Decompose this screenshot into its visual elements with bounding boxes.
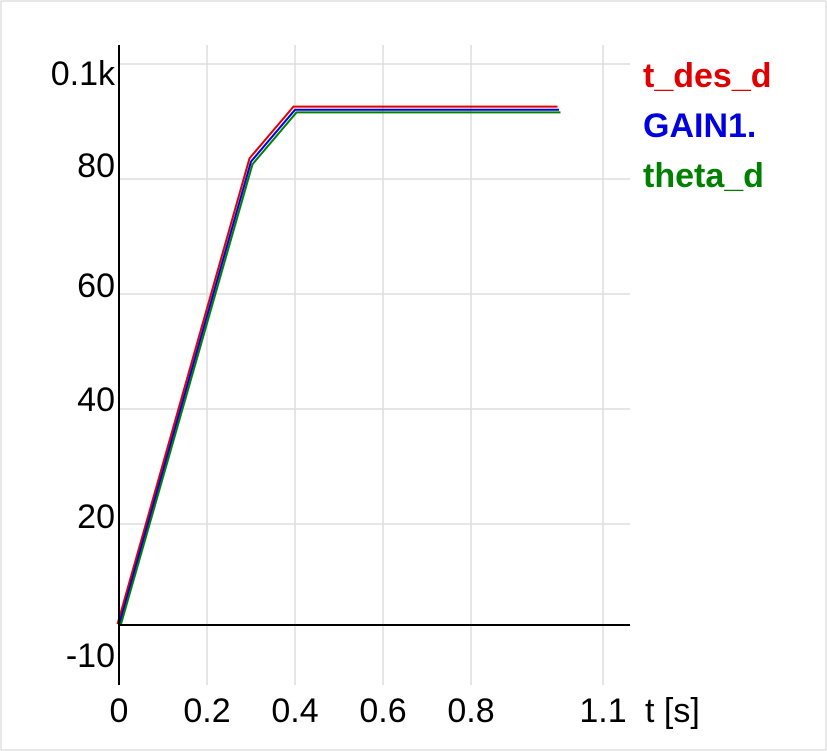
x-tick-label: 0.4 [271,692,318,730]
x-tick-label: 0.6 [359,692,406,730]
y-tick-label: 40 [77,381,115,419]
legend: t_des_d GAIN1. theta_d [643,57,772,195]
legend-entry-1: GAIN1. [643,107,756,145]
x-tick-label: 1.1 [579,692,626,730]
x-axis-label: t [s] [645,692,700,730]
y-tick-label: 80 [77,147,115,185]
series-line-0 [116,105,558,625]
x-tick-label: 0.8 [447,692,494,730]
x-tick-label: 0.2 [183,692,230,730]
y-tick-label: -10 [66,637,115,675]
legend-entry-0: t_des_d [643,57,772,95]
y-tick-labels: 0.1k 80 60 40 20 -10 [51,55,116,675]
x-tick-labels: 0 0.2 0.4 0.6 0.8 1.1 [110,692,627,730]
series-layer [116,105,561,627]
series-line-2 [119,111,561,627]
y-tick-label: 0.1k [51,55,116,93]
grid [119,45,630,685]
axes [118,45,630,685]
y-tick-label: 20 [77,498,115,536]
series-line-1 [118,108,559,626]
x-tick-label: 0 [110,692,129,730]
legend-entry-2: theta_d [643,157,764,195]
y-tick-label: 60 [77,267,115,305]
